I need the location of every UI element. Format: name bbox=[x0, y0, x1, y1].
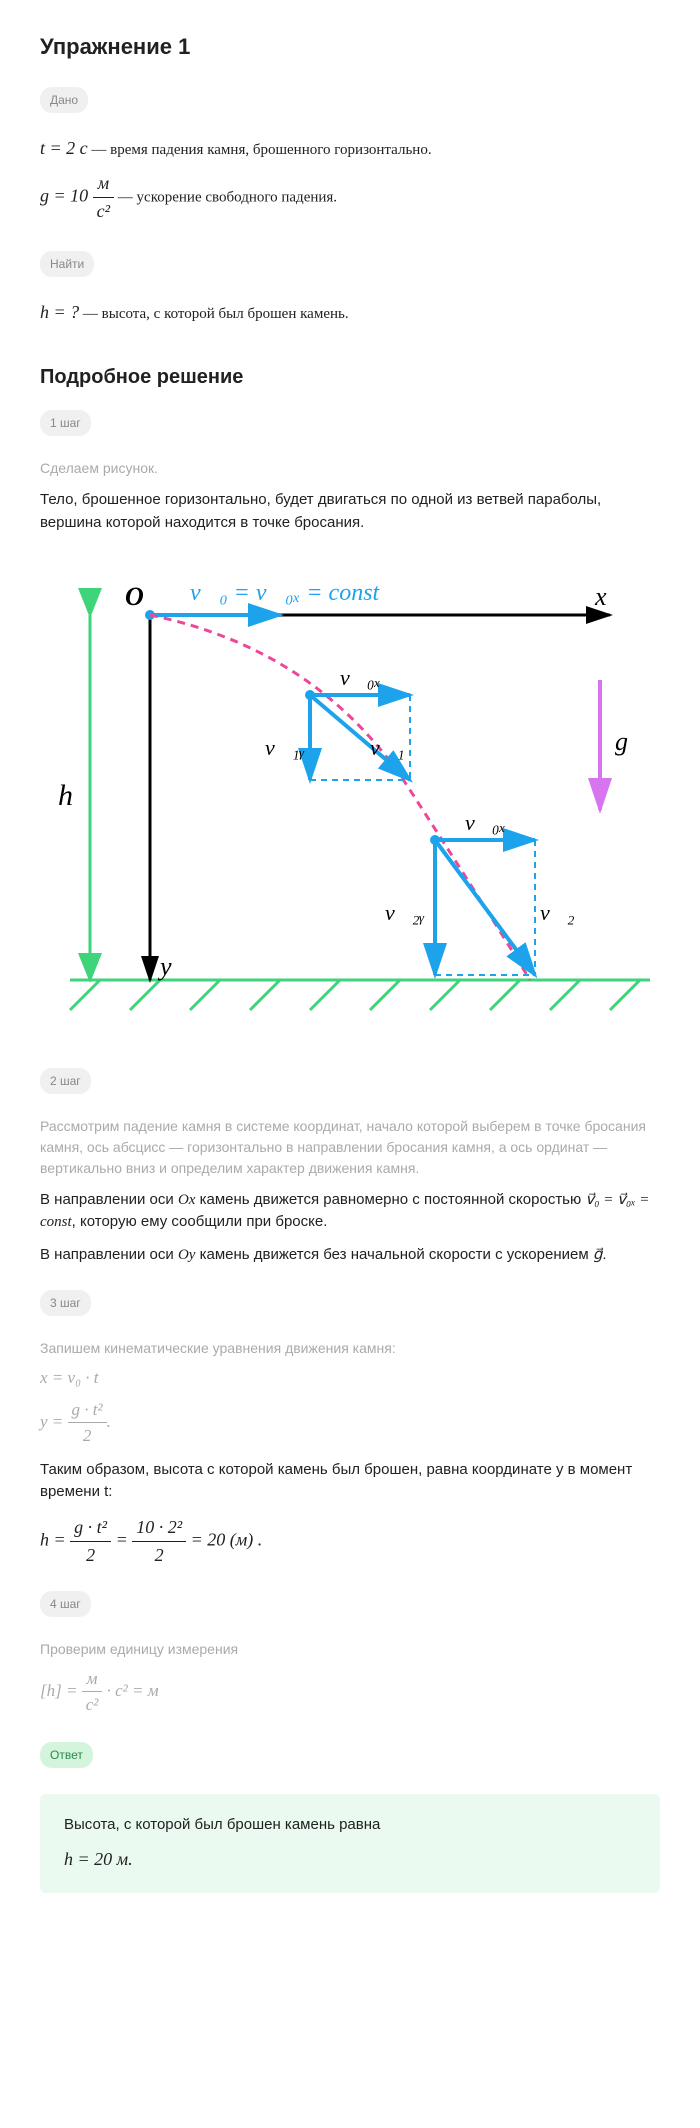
velocity-triangle-2: v⃗₀ₓ v⃗₂ᵧ v⃗₂ bbox=[385, 810, 575, 975]
answer-text: Высота, с которой был брошен камень равн… bbox=[64, 1814, 636, 1837]
step2-text2: В направлении оси Oy камень движется без… bbox=[40, 1244, 660, 1267]
find-line: h = ? — высота, с которой был брошен кам… bbox=[40, 299, 660, 326]
given-2-den: с² bbox=[93, 198, 114, 225]
svg-text:v⃗₂ᵧ: v⃗₂ᵧ bbox=[385, 900, 425, 925]
step4-badge: 4 шаг bbox=[40, 1591, 91, 1617]
step3-final: h = g · t²2 = 10 · 2²2 = 20 (м) . bbox=[40, 1514, 660, 1569]
given-1-desc: — время падения камня, брошенного горизо… bbox=[88, 142, 432, 158]
step4-gray: Проверим единицу измерения bbox=[40, 1639, 660, 1660]
x-axis-label: x bbox=[594, 582, 607, 611]
h-label: h bbox=[58, 779, 73, 812]
find-badge: Найти bbox=[40, 251, 94, 277]
g-label: g⃗ bbox=[615, 727, 648, 756]
step3-text: Таким образом, высота с которой камень б… bbox=[40, 1459, 660, 1504]
y-axis-label: y bbox=[157, 952, 172, 981]
find-lhs: h = ? bbox=[40, 302, 79, 322]
given-2-num: м bbox=[93, 170, 114, 198]
step3-gray: Запишем кинематические уравнения движени… bbox=[40, 1338, 660, 1359]
step1-text: Тело, брошенное горизонтально, будет дви… bbox=[40, 489, 660, 534]
svg-text:v⃗₀ₓ: v⃗₀ₓ bbox=[340, 665, 381, 690]
svg-text:v⃗₁: v⃗₁ bbox=[370, 735, 405, 760]
svg-text:v⃗₂: v⃗₂ bbox=[540, 900, 575, 925]
find-desc: — высота, с которой был брошен камень. bbox=[79, 306, 348, 322]
step2-badge: 2 шаг bbox=[40, 1068, 91, 1094]
given-2-lhs: g = 10 bbox=[40, 186, 93, 206]
exercise-title: Упражнение 1 bbox=[40, 30, 660, 63]
step2-gray: Рассмотрим падение камня в системе коорд… bbox=[40, 1116, 660, 1179]
origin-label: O bbox=[125, 582, 144, 611]
step3-eq1: x = v₀ · t bbox=[40, 1365, 660, 1391]
step4-dim: [h] = мс² · с² = м bbox=[40, 1666, 660, 1718]
answer-box: Высота, с которой был брошен камень равн… bbox=[40, 1794, 660, 1894]
given-2-desc: — ускорение свободного падения. bbox=[114, 190, 337, 206]
step3-eq2: y = g · t²2. bbox=[40, 1397, 660, 1449]
given-line-2: g = 10 мс² — ускорение свободного падени… bbox=[40, 170, 660, 225]
velocity-triangle-1: v⃗₀ₓ v⃗₁ᵧ v⃗₁ bbox=[265, 665, 410, 780]
step2-text1: В направлении оси Ox камень движется рав… bbox=[40, 1189, 660, 1234]
svg-text:v⃗₁ᵧ: v⃗₁ᵧ bbox=[265, 735, 305, 760]
step1-gray: Сделаем рисунок. bbox=[40, 458, 660, 479]
given-line-1: t = 2 с — время падения камня, брошенног… bbox=[40, 135, 660, 162]
given-badge: Дано bbox=[40, 87, 88, 113]
answer-badge: Ответ bbox=[40, 1742, 93, 1768]
ground-hatch bbox=[70, 980, 650, 1010]
step3-badge: 3 шаг bbox=[40, 1290, 91, 1316]
answer-formula: h = 20 м. bbox=[64, 1846, 636, 1873]
solution-title: Подробное решение bbox=[40, 362, 660, 392]
svg-text:v⃗₀ₓ: v⃗₀ₓ bbox=[465, 810, 506, 835]
top-velocity-eq: v⃗₀ = v⃗₀ₓ = const bbox=[190, 580, 381, 606]
given-1-lhs: t = 2 с bbox=[40, 138, 88, 158]
trajectory-diagram: h O x y v⃗₀ = v⃗₀ₓ = const v⃗₀ₓ v⃗₁ᵧ v⃗₁… bbox=[40, 560, 660, 1028]
step1-badge: 1 шаг bbox=[40, 410, 91, 436]
